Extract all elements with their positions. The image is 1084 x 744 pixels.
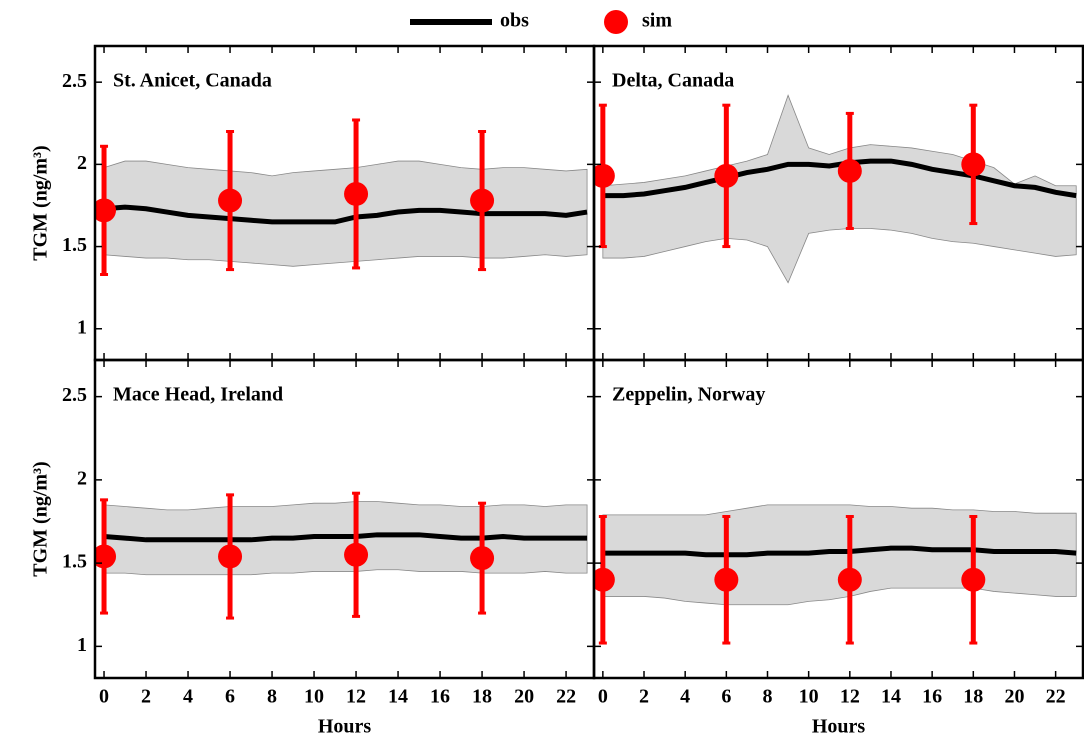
sim-marker <box>470 188 495 213</box>
panel <box>95 491 588 620</box>
x-tick-label: 10 <box>799 686 819 708</box>
sim-marker <box>344 181 369 206</box>
y-tick-label: 1.5 <box>62 234 87 256</box>
panel-title: Delta, Canada <box>612 70 734 92</box>
x-tick-label: 8 <box>762 686 772 708</box>
sim-marker <box>594 567 615 592</box>
panel-frame <box>592 358 1084 680</box>
obs-line <box>103 532 588 543</box>
x-tick-label: 2 <box>639 686 649 708</box>
y-axis-label: TGM (ng/m³) <box>30 461 52 576</box>
y-axis-label: TGM (ng/m³) <box>30 145 52 260</box>
y-tick-label: 1 <box>77 634 87 656</box>
panel <box>594 94 1077 284</box>
y-tick-label: 2 <box>77 152 87 174</box>
x-tick-label: 18 <box>472 686 492 708</box>
obs-line <box>602 158 1077 199</box>
legend-label: sim <box>642 10 672 32</box>
y-tick-label: 1.5 <box>62 551 87 573</box>
x-tick-label: 18 <box>963 686 983 708</box>
x-tick-label: 0 <box>99 686 109 708</box>
sim-marker <box>961 567 986 592</box>
panel-title: Mace Head, Ireland <box>113 384 283 406</box>
x-tick-label: 0 <box>598 686 608 708</box>
panel <box>95 118 588 277</box>
x-tick-label: 10 <box>304 686 324 708</box>
sim-marker <box>470 546 495 571</box>
y-tick-label: 1 <box>77 316 87 338</box>
sim-marker <box>837 158 862 183</box>
x-tick-label: 12 <box>346 686 366 708</box>
x-axis-label: Hours <box>812 716 866 738</box>
x-tick-label: 8 <box>267 686 277 708</box>
x-tick-label: 22 <box>1046 686 1066 708</box>
obs-line <box>103 204 588 225</box>
panel-title: St. Anicet, Canada <box>113 70 272 92</box>
sim-marker <box>218 188 243 213</box>
sim-marker <box>837 567 862 592</box>
sim-marker <box>594 163 615 188</box>
x-tick-label: 6 <box>721 686 731 708</box>
panel-title: Zeppelin, Norway <box>612 384 765 406</box>
x-tick-label: 20 <box>514 686 534 708</box>
sim-marker <box>218 544 243 569</box>
sim-marker <box>95 198 117 223</box>
sim-marker <box>714 163 739 188</box>
legend-label: obs <box>500 10 529 32</box>
x-tick-label: 4 <box>183 686 193 708</box>
x-tick-label: 14 <box>388 686 408 708</box>
x-tick-label: 14 <box>881 686 901 708</box>
x-axis-label: Hours <box>318 716 372 738</box>
sim-marker <box>714 567 739 592</box>
y-tick-label: 2.5 <box>62 384 87 406</box>
x-tick-label: 16 <box>430 686 450 708</box>
sim-marker <box>961 152 986 177</box>
x-tick-label: 6 <box>225 686 235 708</box>
x-tick-label: 16 <box>922 686 942 708</box>
x-tick-label: 2 <box>141 686 151 708</box>
x-tick-label: 22 <box>556 686 576 708</box>
y-tick-label: 2 <box>77 467 87 489</box>
sim-marker <box>344 542 369 567</box>
spread-band <box>103 160 588 267</box>
y-tick-label: 2.5 <box>62 70 87 92</box>
obs-line <box>602 545 1077 558</box>
legend-marker <box>604 10 628 34</box>
x-tick-label: 12 <box>840 686 860 708</box>
x-tick-label: 4 <box>680 686 690 708</box>
x-tick-label: 20 <box>1004 686 1024 708</box>
panel <box>594 504 1077 645</box>
spread-band <box>602 94 1077 284</box>
